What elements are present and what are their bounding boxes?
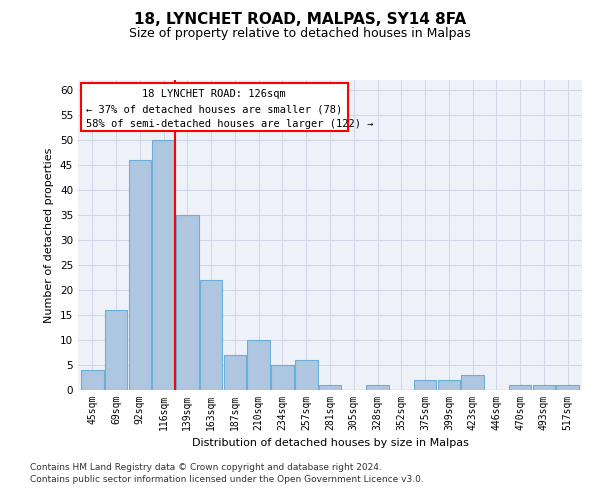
Text: Contains public sector information licensed under the Open Government Licence v3: Contains public sector information licen…: [30, 475, 424, 484]
Bar: [200, 280, 223, 390]
Text: Contains HM Land Registry data © Crown copyright and database right 2024.: Contains HM Land Registry data © Crown c…: [30, 464, 382, 472]
Bar: [509, 385, 532, 390]
Bar: [271, 365, 294, 390]
Text: 18 LYNCHET ROAD: 126sqm: 18 LYNCHET ROAD: 126sqm: [142, 88, 286, 99]
Bar: [556, 385, 579, 390]
Bar: [224, 355, 246, 390]
Bar: [533, 385, 555, 390]
X-axis label: Distribution of detached houses by size in Malpas: Distribution of detached houses by size …: [191, 438, 469, 448]
Bar: [176, 215, 199, 390]
Bar: [366, 385, 389, 390]
Bar: [105, 310, 127, 390]
Bar: [437, 380, 460, 390]
Text: ← 37% of detached houses are smaller (78): ← 37% of detached houses are smaller (78…: [86, 104, 342, 115]
Y-axis label: Number of detached properties: Number of detached properties: [44, 148, 55, 322]
FancyBboxPatch shape: [80, 83, 347, 131]
Bar: [319, 385, 341, 390]
Text: Size of property relative to detached houses in Malpas: Size of property relative to detached ho…: [129, 28, 471, 40]
Bar: [128, 160, 151, 390]
Text: 58% of semi-detached houses are larger (122) →: 58% of semi-detached houses are larger (…: [86, 119, 373, 129]
Text: 18, LYNCHET ROAD, MALPAS, SY14 8FA: 18, LYNCHET ROAD, MALPAS, SY14 8FA: [134, 12, 466, 28]
Bar: [152, 140, 175, 390]
Bar: [461, 375, 484, 390]
Bar: [247, 340, 270, 390]
Bar: [295, 360, 317, 390]
Bar: [414, 380, 436, 390]
Bar: [81, 370, 104, 390]
